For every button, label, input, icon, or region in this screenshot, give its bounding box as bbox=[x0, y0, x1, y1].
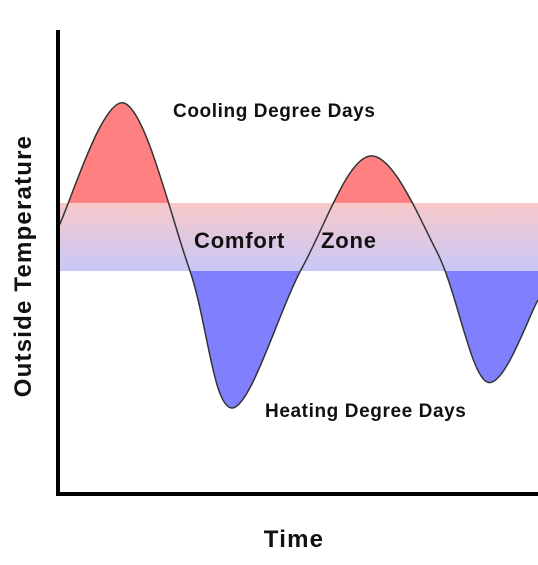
comfort-zone-band bbox=[58, 203, 538, 271]
temperature-curve bbox=[58, 102, 538, 409]
y-axis-label: Outside Temperature bbox=[10, 135, 37, 397]
x-axis-label: Time bbox=[264, 526, 324, 553]
heating-degree-days-area bbox=[58, 271, 538, 408]
cooling-degree-days-label: Cooling Degree Days bbox=[173, 101, 376, 122]
cooling-degree-days-area bbox=[58, 102, 538, 203]
heating-degree-days-label: Heating Degree Days bbox=[265, 401, 466, 422]
comfort-label: Comfort bbox=[194, 228, 285, 253]
zone-label: Zone bbox=[321, 228, 377, 253]
